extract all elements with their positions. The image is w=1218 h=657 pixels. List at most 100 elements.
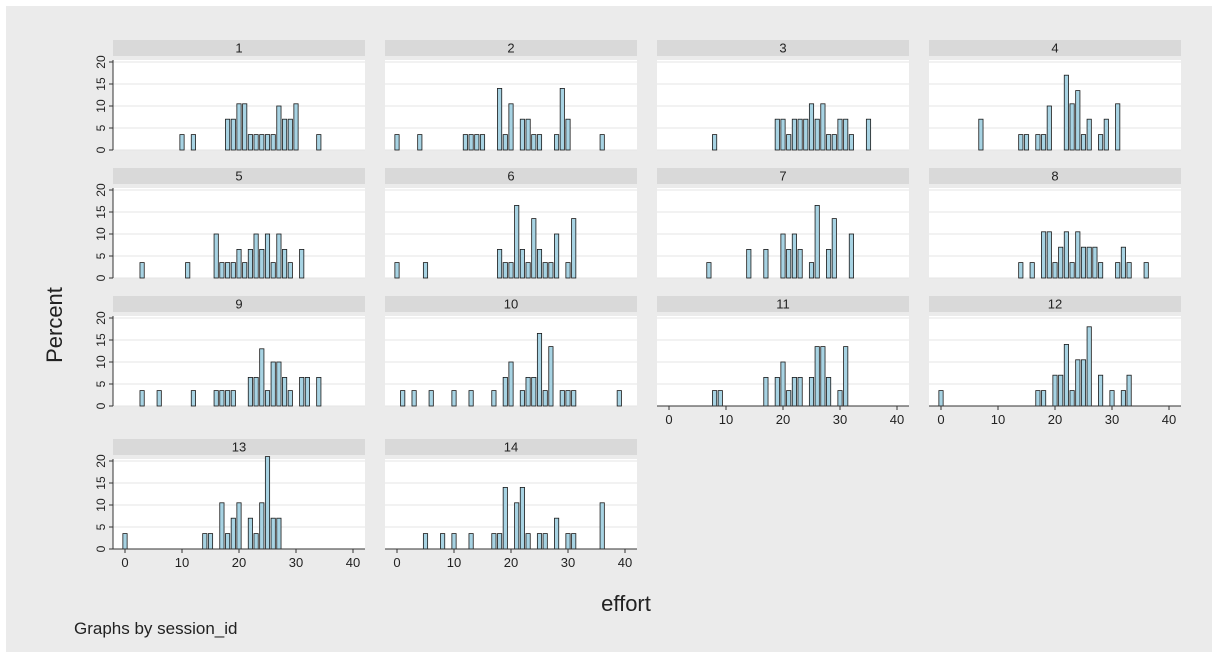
histogram-bar [497,533,503,550]
histogram-bar [287,390,293,407]
histogram-bar [514,204,520,279]
histogram-bar [1103,118,1109,151]
y-tick-label: 15 [94,333,108,347]
panel-14: 14 0 10 20 30 40 [385,439,637,570]
histogram-bar [780,233,786,279]
histogram-bar [525,262,531,279]
histogram-bar [276,233,282,279]
histogram-bar [1046,231,1052,279]
panel-title: 4 [1051,41,1058,56]
histogram-bar [156,390,162,407]
histogram-bar [746,248,752,279]
x-tick-label: 40 [346,555,360,570]
histogram-bar [394,262,400,279]
histogram-bar [230,390,236,407]
histogram-bar [565,390,571,407]
histogram-bar [837,118,843,151]
panel-title: 10 [504,297,518,312]
x-tick-label: 30 [833,412,847,427]
histogram-bar [565,118,571,151]
histogram-bar [411,390,417,407]
histogram-bar [717,390,723,407]
histogram-bar [1041,134,1047,151]
histogram-bar [559,88,565,151]
histogram-bar [554,233,560,279]
histogram-bar [264,134,271,151]
y-tick-label: 10 [94,498,108,512]
histogram-bar [264,233,271,279]
y-tick-label: 5 [94,252,108,259]
histogram-bar [1052,374,1058,407]
histogram-bar [468,134,474,151]
histogram-bar [525,533,531,550]
histogram-bar [508,103,514,151]
histogram-bar [276,517,282,550]
histogram-bar [253,533,259,550]
histogram-bar [213,233,219,279]
x-tick-label: 30 [289,555,303,570]
y-tick-label: 5 [94,523,108,530]
histogram-bar [253,376,259,407]
x-tick-label: 10 [719,412,733,427]
histogram-bar [1075,90,1081,151]
histogram-bar [1058,246,1064,279]
histogram-bar [826,248,832,279]
panel-header [657,296,909,312]
histogram-bar [502,486,508,550]
histogram-bar [1092,246,1098,279]
histogram-bar [259,248,265,279]
histogram-bar [542,390,548,407]
histogram-bar [270,517,276,550]
panel-title: 9 [235,297,242,312]
histogram-bar [1018,262,1024,279]
histogram-bar [565,262,571,279]
histogram-bar [1035,134,1041,151]
histogram-bar [508,262,514,279]
histogram-bar [1080,246,1087,279]
histogram-bar [536,248,543,279]
histogram-bar [282,376,288,407]
histogram-bar [1046,105,1052,151]
histogram-bar [519,118,525,151]
y-tick-label: 10 [94,227,108,241]
panel-title: 3 [779,41,786,56]
histogram-bar [786,390,792,407]
histogram-bar [803,118,809,151]
histogram-bar [253,134,259,151]
panel-11: 11 0 10 20 30 40 [657,296,909,427]
histogram-bar [1086,118,1092,151]
histogram-bar [428,390,434,407]
histogram-bar [843,118,849,151]
panel-header [929,296,1181,312]
histogram-bar [831,218,837,279]
histogram-bar [139,390,145,407]
histogram-bar [242,262,248,279]
histogram-bar [264,456,271,550]
histogram-bar [282,248,288,279]
histogram-bar [270,361,276,407]
x-tick-label: 30 [561,555,575,570]
panel-8: 8 [929,168,1181,279]
histogram-bar [451,390,457,407]
panel-title: 2 [507,41,514,56]
histogram-bar [400,390,406,407]
histogram-bar [417,134,423,151]
histogram-bar [531,134,537,151]
histogram-bar [1120,390,1126,407]
histogram-bar [780,118,786,151]
x-tick-label: 20 [1048,412,1062,427]
histogram-bar [938,390,944,407]
histogram-bar [264,390,271,407]
y-tick-label: 15 [94,205,108,219]
x-axis-title: effort [601,591,651,616]
panel-header [113,439,365,455]
histogram-bar [525,376,531,407]
histogram-bar [1115,103,1121,151]
x-tick-label: 30 [1105,412,1119,427]
histogram-bar [1098,134,1104,151]
panel-12: 12 0 10 20 30 40 [929,296,1181,427]
panel-header [113,168,365,184]
histogram-bar [225,533,231,550]
histogram-bar [190,134,196,151]
histogram-bar [565,533,571,550]
